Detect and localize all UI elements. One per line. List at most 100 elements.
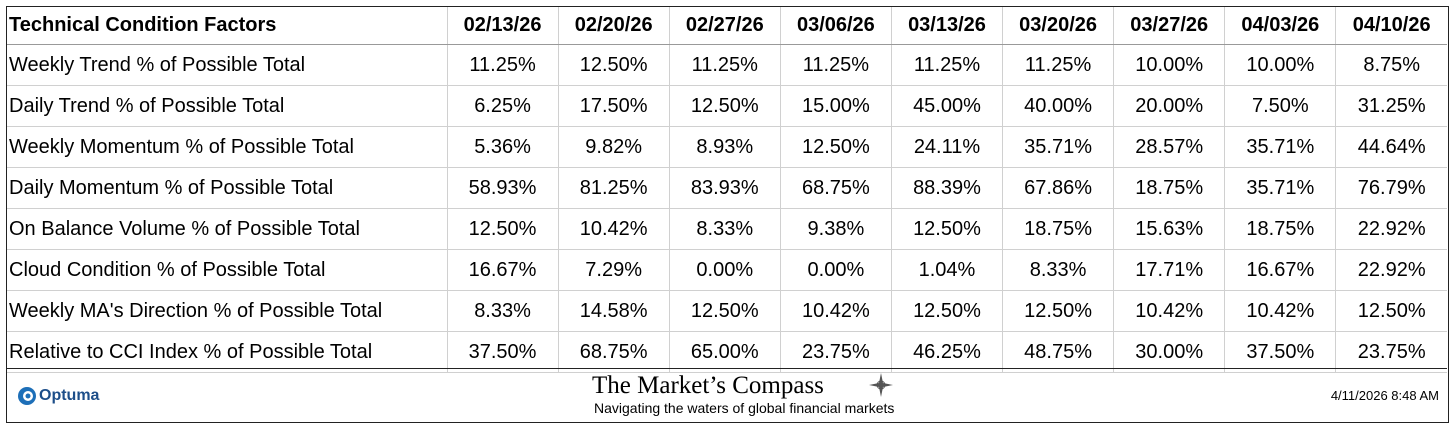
table-row: Weekly Trend % of Possible Total 11.25% 12…	[7, 44, 1447, 86]
value-cell: 17.50%	[557, 85, 670, 127]
value-cell: 18.75%	[1224, 208, 1336, 250]
logo: Optuma	[17, 386, 99, 406]
value-cell: 16.67%	[446, 249, 559, 291]
factor-name: Relative to CCI Index % of Possible Tota…	[7, 331, 447, 373]
value-cell: 12.50%	[890, 290, 1003, 332]
table-row: Daily Momentum % of Possible Total 58.93%…	[7, 167, 1447, 209]
value-cell: 8.93%	[668, 126, 781, 168]
value-cell: 8.33%	[668, 208, 781, 250]
table-row: Weekly Momentum % of Possible Total 5.36%…	[7, 126, 1447, 168]
value-cell: 6.25%	[446, 85, 559, 127]
value-cell: 10.00%	[1224, 44, 1336, 86]
value-cell: 11.25%	[890, 44, 1003, 86]
value-cell: 67.86%	[1002, 167, 1114, 209]
table-row: On Balance Volume % of Possible Total 12.…	[7, 208, 1447, 250]
value-cell: 40.00%	[1002, 85, 1114, 127]
factor-name: Daily Momentum % of Possible Total	[7, 167, 447, 209]
value-cell: 1.04%	[890, 249, 1003, 291]
row-header-title: Technical Condition Factors	[7, 7, 447, 45]
column-header: 03/13/26	[890, 7, 1003, 45]
value-cell: 9.82%	[557, 126, 670, 168]
value-cell: 12.50%	[1002, 290, 1114, 332]
compass-icon	[869, 373, 893, 397]
logo-text: Optuma	[39, 387, 100, 404]
value-cell: 10.00%	[1113, 44, 1225, 86]
footer-title: The Market’s Compass	[592, 372, 824, 399]
column-header: 02/13/26	[446, 7, 559, 45]
table-row: Cloud Condition % of Possible Total 16.67…	[7, 249, 1447, 291]
value-cell: 11.25%	[446, 44, 559, 86]
value-cell: 12.50%	[779, 126, 892, 168]
value-cell: 81.25%	[557, 167, 670, 209]
value-cell: 12.50%	[668, 85, 781, 127]
value-cell: 16.67%	[1224, 249, 1336, 291]
factor-name: Cloud Condition % of Possible Total	[7, 249, 447, 291]
value-cell: 7.29%	[557, 249, 670, 291]
value-cell: 35.71%	[1002, 126, 1114, 168]
value-cell: 10.42%	[557, 208, 670, 250]
value-cell: 0.00%	[668, 249, 781, 291]
value-cell: 30.00%	[1113, 331, 1225, 373]
footer: Optuma The Market’s Compass Navigating t…	[7, 368, 1447, 423]
footer-subtitle: Navigating the waters of global financia…	[594, 400, 895, 416]
factor-table: Technical Condition Factors 02/13/26 02/20…	[7, 7, 1447, 373]
value-cell: 12.50%	[890, 208, 1003, 250]
value-cell: 76.79%	[1335, 167, 1447, 209]
header-row: Technical Condition Factors 02/13/26 02/20…	[7, 7, 1447, 45]
factor-name: Daily Trend % of Possible Total	[7, 85, 447, 127]
column-header: 03/20/26	[1002, 7, 1114, 45]
value-cell: 44.64%	[1335, 126, 1447, 168]
value-cell: 12.50%	[1335, 290, 1447, 332]
factor-name: Weekly MA's Direction % of Possible Tota…	[7, 290, 447, 332]
value-cell: 68.75%	[557, 331, 670, 373]
value-cell: 12.50%	[668, 290, 781, 332]
column-header: 03/06/26	[779, 7, 892, 45]
value-cell: 88.39%	[890, 167, 1003, 209]
value-cell: 8.33%	[446, 290, 559, 332]
value-cell: 11.25%	[779, 44, 892, 86]
value-cell: 22.92%	[1335, 249, 1447, 291]
value-cell: 18.75%	[1113, 167, 1225, 209]
value-cell: 58.93%	[446, 167, 559, 209]
table-row: Relative to CCI Index % of Possible Tota…	[7, 331, 1447, 373]
value-cell: 11.25%	[668, 44, 781, 86]
value-cell: 35.71%	[1224, 167, 1336, 209]
value-cell: 37.50%	[446, 331, 559, 373]
value-cell: 28.57%	[1113, 126, 1225, 168]
column-header: 02/27/26	[668, 7, 781, 45]
value-cell: 7.50%	[1224, 85, 1336, 127]
value-cell: 83.93%	[668, 167, 781, 209]
value-cell: 22.92%	[1335, 208, 1447, 250]
factor-name: Weekly Momentum % of Possible Total	[7, 126, 447, 168]
frame: Technical Condition Factors 02/13/26 02/20…	[6, 6, 1449, 423]
table-row: Daily Trend % of Possible Total 6.25% 17.5…	[7, 85, 1447, 127]
logo-icon	[18, 387, 36, 405]
value-cell: 23.75%	[1335, 331, 1447, 373]
value-cell: 18.75%	[1002, 208, 1114, 250]
value-cell: 8.33%	[1002, 249, 1114, 291]
value-cell: 0.00%	[779, 249, 892, 291]
value-cell: 45.00%	[890, 85, 1003, 127]
value-cell: 15.63%	[1113, 208, 1225, 250]
factor-name: On Balance Volume % of Possible Total	[7, 208, 447, 250]
value-cell: 12.50%	[557, 44, 670, 86]
value-cell: 35.71%	[1224, 126, 1336, 168]
timestamp: 4/11/2026 8:48 AM	[1330, 388, 1439, 403]
value-cell: 8.75%	[1335, 44, 1447, 86]
factor-name: Weekly Trend % of Possible Total	[7, 44, 447, 86]
value-cell: 31.25%	[1335, 85, 1447, 127]
value-cell: 20.00%	[1113, 85, 1225, 127]
value-cell: 10.42%	[1224, 290, 1336, 332]
value-cell: 14.58%	[557, 290, 670, 332]
value-cell: 68.75%	[779, 167, 892, 209]
value-cell: 12.50%	[446, 208, 559, 250]
value-cell: 24.11%	[890, 126, 1003, 168]
value-cell: 23.75%	[779, 331, 892, 373]
value-cell: 9.38%	[779, 208, 892, 250]
column-header: 03/27/26	[1113, 7, 1225, 45]
value-cell: 37.50%	[1224, 331, 1336, 373]
column-header: 02/20/26	[557, 7, 670, 45]
value-cell: 15.00%	[779, 85, 892, 127]
column-header: 04/10/26	[1335, 7, 1447, 45]
